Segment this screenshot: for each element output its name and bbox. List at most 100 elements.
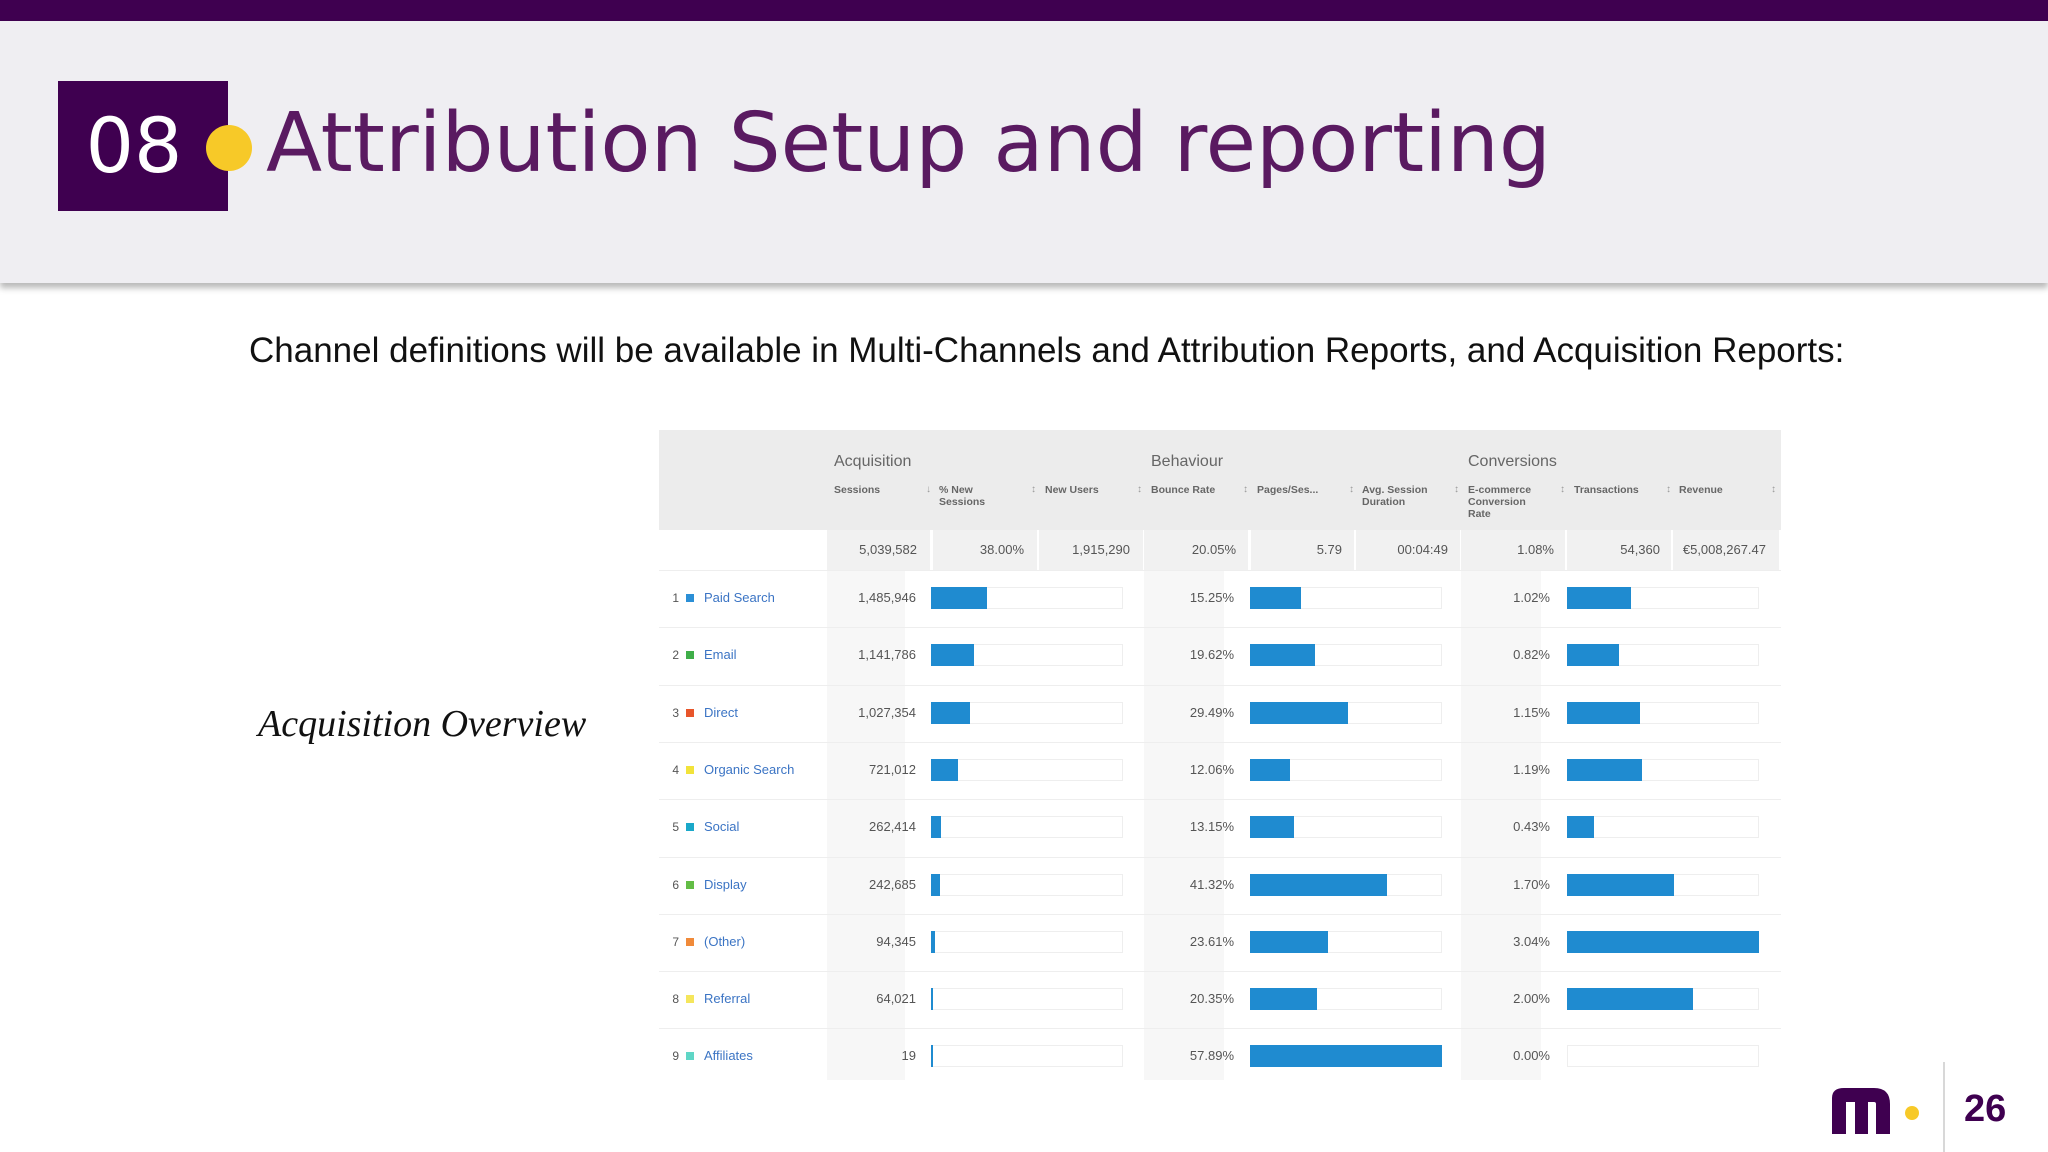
table-row: 2 Email 1,141,786 19.62% 0.82% — [659, 627, 1781, 685]
conversion-column-shade — [1461, 530, 1541, 1080]
sessions-value: 242,685 — [869, 876, 916, 892]
bounce-bar — [1250, 644, 1316, 667]
conversion-bar — [1567, 816, 1595, 839]
totals-cell — [827, 530, 930, 570]
column-heading: Transactions — [1574, 484, 1664, 496]
row-rank: 2 — [672, 648, 679, 663]
conversion-rate-value: 2.00% — [1513, 991, 1550, 1007]
sort-arrow-icon: ↕ — [1349, 484, 1354, 495]
sessions-bar-track — [931, 816, 1123, 839]
totals-cell — [1673, 530, 1779, 570]
sessions-bar — [931, 587, 987, 609]
channel-link[interactable]: Organic Search — [704, 761, 795, 777]
slide-subtitle: Channel definitions will be available in… — [249, 331, 1845, 370]
row-rank: 9 — [672, 1049, 679, 1064]
bounce-bar — [1250, 587, 1301, 609]
channel-column — [659, 530, 827, 1080]
sessions-column-shade — [827, 530, 905, 1080]
column-heading: Bounce Rate — [1151, 484, 1241, 496]
column-heading-line: New Users — [1045, 484, 1099, 496]
table-row: 5 Social 262,414 13.15% 0.43% — [659, 799, 1781, 857]
conversion-rate-value: 1.02% — [1513, 590, 1550, 605]
channel-link[interactable]: (Other) — [704, 933, 746, 949]
table-row: 6 Display 242,685 41.32% 1.70% — [659, 856, 1781, 915]
channel-link[interactable]: Affiliates — [704, 1048, 753, 1064]
channel-color-swatch — [686, 708, 694, 717]
channel-color-swatch — [686, 995, 694, 1004]
bounce-rate-value: 23.61% — [1189, 933, 1234, 949]
column-heading: % New Sessions — [939, 484, 1029, 508]
screenshot-caption: Acquisition Overview — [258, 703, 587, 745]
slide-title: Attribution Setup and reporting — [266, 96, 1551, 191]
channel-link[interactable]: Email — [704, 647, 737, 663]
row-rank: 3 — [672, 705, 679, 720]
conversion-bar — [1567, 644, 1619, 667]
sessions-bar — [931, 873, 941, 896]
channel-color-swatch — [686, 880, 694, 889]
conversion-bar — [1567, 930, 1759, 953]
sort-arrow-icon: ↕ — [1137, 484, 1142, 495]
sort-arrow-icon: ↕ — [1666, 484, 1671, 495]
column-heading: Revenue — [1679, 484, 1769, 496]
channel-link[interactable]: Paid Search — [704, 590, 775, 605]
column-heading: Sessions — [834, 484, 924, 496]
sort-arrow-icon: ↕ — [1454, 484, 1459, 495]
bounce-rate-value: 19.62% — [1189, 647, 1234, 663]
bounce-rate-value: 12.06% — [1189, 761, 1234, 777]
sessions-bar — [931, 816, 941, 839]
sessions-bar — [931, 988, 934, 1011]
bounce-bar — [1250, 701, 1348, 724]
totals-value: €5,008,267.47 — [1682, 542, 1766, 557]
column-heading-line: Rate — [1468, 508, 1491, 520]
sessions-bar — [931, 644, 975, 667]
sessions-bar-track — [931, 930, 1123, 953]
sessions-value: 721,012 — [869, 761, 916, 777]
sessions-bar — [931, 701, 970, 724]
column-heading-line: E-commerce — [1468, 484, 1532, 496]
column-heading: E-commerce Conversion Rate — [1468, 484, 1558, 520]
conversion-bar — [1567, 873, 1675, 896]
column-heading-line: Duration — [1362, 496, 1406, 508]
row-rank: 1 — [672, 591, 679, 605]
section-dot — [206, 125, 252, 171]
table-row: 9 Affiliates 19 57.89% 0.00% — [659, 1028, 1781, 1086]
bounce-bar — [1250, 1045, 1442, 1068]
column-heading: Pages/Ses... — [1257, 484, 1347, 496]
table-row: 3 Direct 1,027,354 29.49% 1.15% — [659, 684, 1781, 743]
conversion-bar — [1567, 988, 1694, 1011]
column-heading: New Users — [1045, 484, 1135, 496]
logo-dot — [1905, 1106, 1919, 1120]
table-row: 4 Organic Search 721,012 12.06% 1.19% — [659, 741, 1781, 800]
bounce-bar — [1250, 816, 1294, 839]
totals-cell — [1567, 530, 1671, 570]
sort-arrow-icon: ↕ — [1560, 484, 1565, 495]
totals-cell — [1144, 530, 1248, 570]
channel-link[interactable]: Direct — [704, 704, 738, 720]
page-number: 26 — [1964, 1088, 2007, 1130]
bounce-rate-value: 29.49% — [1189, 704, 1234, 720]
table-row: 1 Paid Search 1,485,946 15.25% 1.02% — [659, 570, 1781, 628]
sessions-value: 1,027,354 — [858, 704, 916, 720]
header-band — [0, 21, 2048, 283]
conversion-rate-value: 0.43% — [1513, 819, 1550, 835]
sessions-bar-track — [931, 758, 1123, 781]
totals-cell — [1251, 530, 1354, 570]
channel-color-swatch — [686, 937, 694, 946]
sessions-value: 1,141,786 — [858, 647, 916, 663]
channel-link[interactable]: Display — [704, 876, 747, 892]
bounce-rate-value: 57.89% — [1189, 1048, 1234, 1064]
channel-color-swatch — [686, 765, 694, 774]
group-heading: Behaviour — [1151, 453, 1224, 470]
channel-link[interactable]: Referral — [704, 991, 751, 1007]
sort-arrow-icon: ↕ — [1243, 484, 1248, 495]
sessions-bar — [931, 930, 935, 953]
group-heading: Acquisition — [834, 453, 912, 470]
channel-link[interactable]: Social — [704, 819, 740, 835]
totals-value: 1.08% — [1517, 542, 1554, 557]
conversion-rate-value: 1.19% — [1513, 761, 1550, 777]
bounce-rate-value: 41.32% — [1189, 876, 1234, 892]
top-accent-bar — [0, 0, 2048, 21]
column-heading-line: Bounce Rate — [1151, 484, 1216, 496]
group-heading: Conversions — [1468, 453, 1557, 470]
sessions-value: 94,345 — [876, 933, 916, 949]
